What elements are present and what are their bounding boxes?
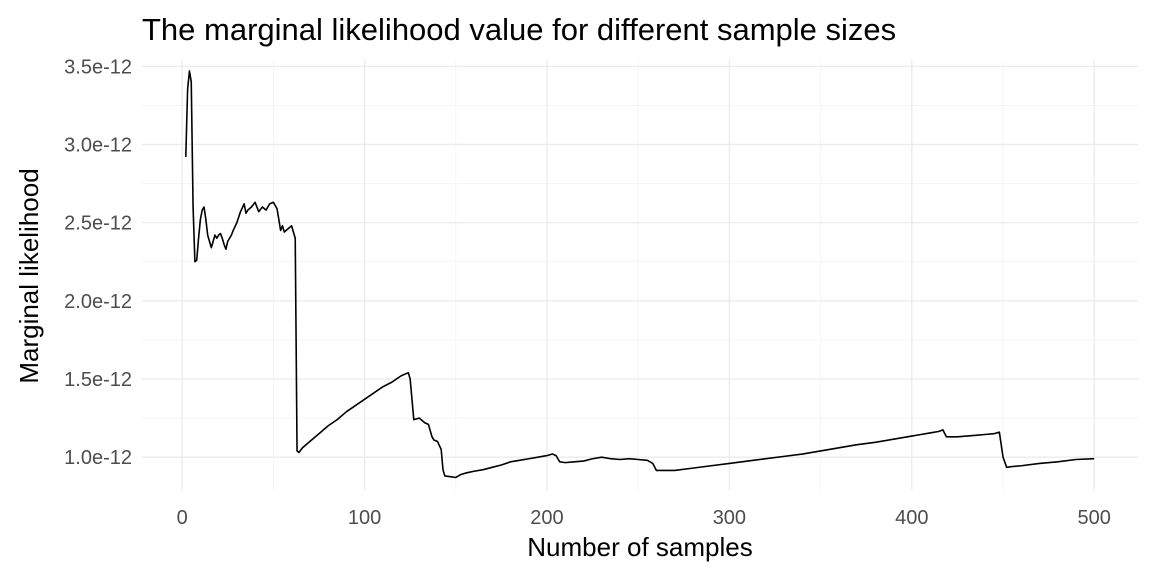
y-axis-ticks: 1.0e-12 1.5e-12 2.0e-12 2.5e-12 3.0e-12 3.5e-… <box>64 56 132 469</box>
x-tick-label: 400 <box>895 507 928 529</box>
x-tick-label: 0 <box>177 507 188 529</box>
x-tick-label: 500 <box>1078 507 1111 529</box>
y-tick-label: 3.0e-12 <box>64 134 132 156</box>
x-tick-label: 100 <box>348 507 381 529</box>
major-gridlines <box>142 60 1138 490</box>
series-layer <box>184 70 1095 479</box>
series-line <box>184 70 1095 479</box>
y-tick-label: 2.0e-12 <box>64 291 132 313</box>
x-axis-label: Number of samples <box>527 532 752 562</box>
x-axis-ticks: 0 100 200 300 400 500 <box>177 507 1111 529</box>
x-tick-label: 200 <box>530 507 563 529</box>
y-tick-label: 2.5e-12 <box>64 213 132 235</box>
y-tick-label: 1.0e-12 <box>64 447 132 469</box>
x-tick-label: 300 <box>713 507 746 529</box>
chart-title: The marginal likelihood value for differ… <box>142 12 896 47</box>
minor-gridlines <box>142 60 1138 490</box>
y-tick-label: 1.5e-12 <box>64 369 132 391</box>
y-tick-label: 3.5e-12 <box>64 56 132 78</box>
y-axis-label: Marginal likelihood <box>14 168 44 383</box>
